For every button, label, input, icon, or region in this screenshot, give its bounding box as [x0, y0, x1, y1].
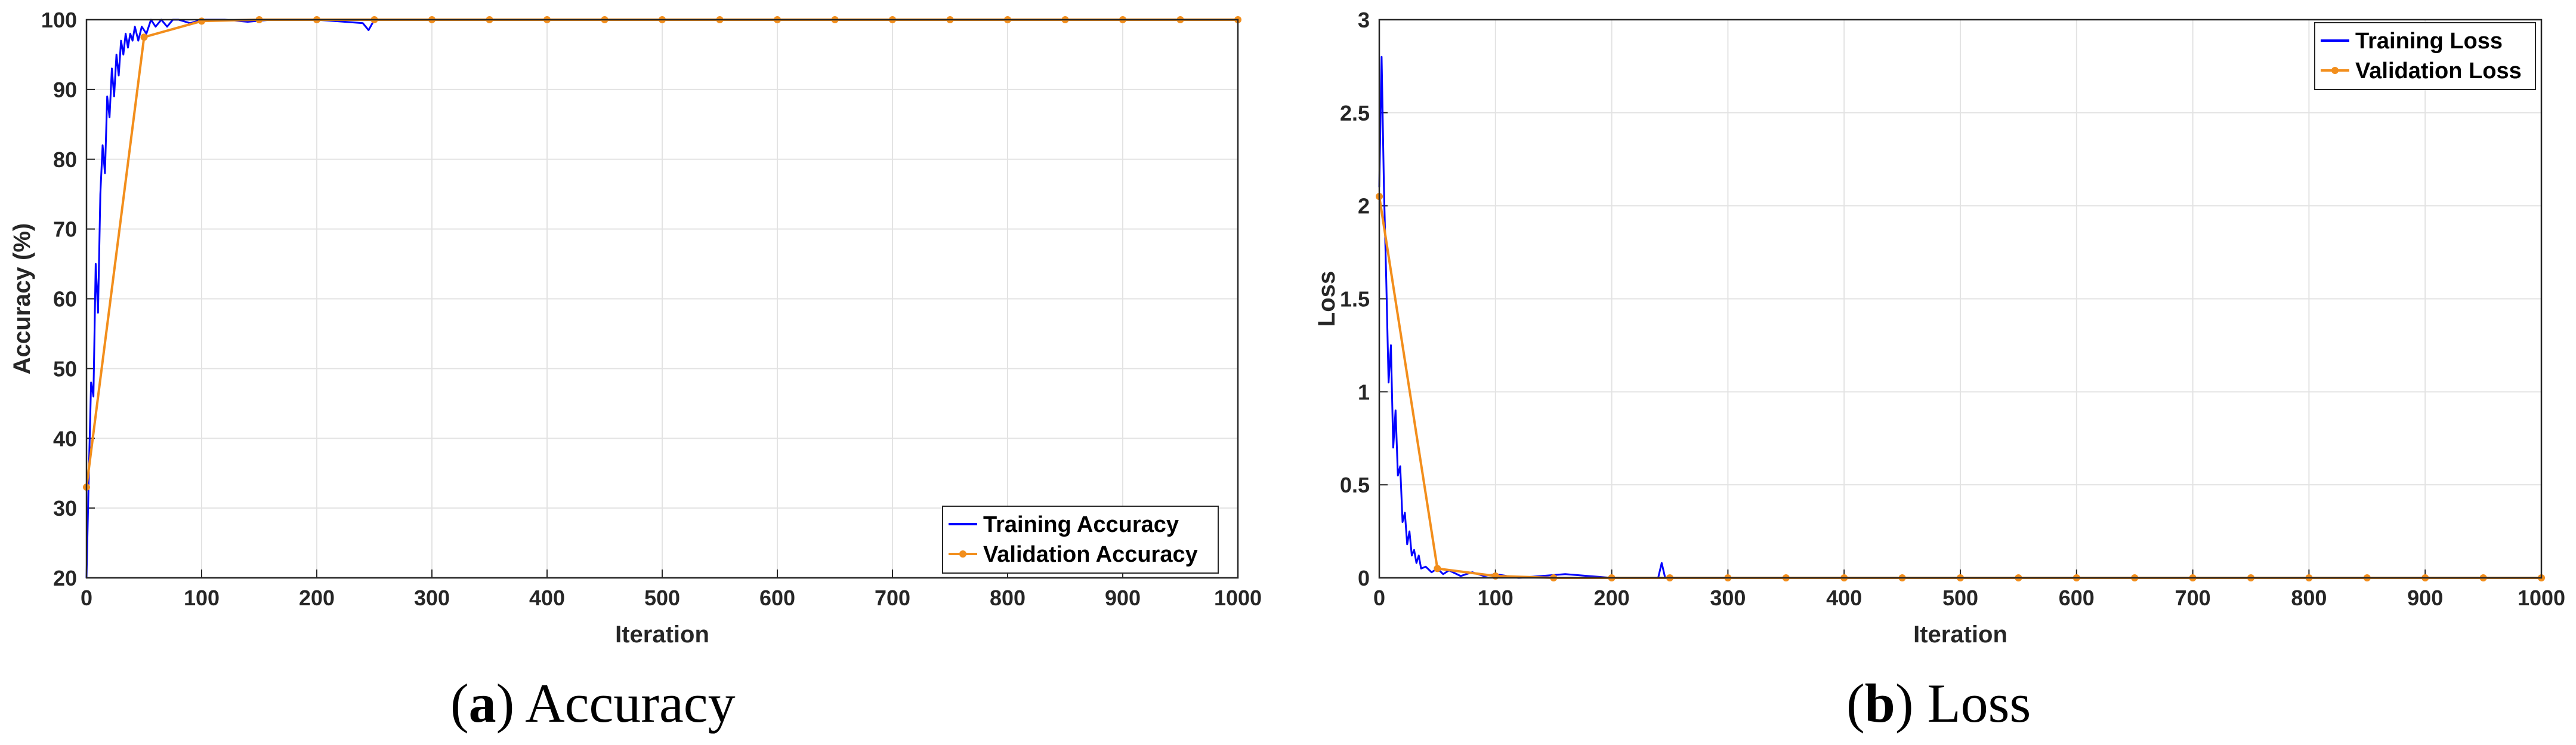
data-point-validation-loss [1434, 565, 1441, 572]
legend: Training Accuracy Validation Accuracy [942, 506, 1219, 574]
x-tick-label: 500 [644, 586, 680, 610]
x-tick-label: 400 [1826, 586, 1862, 610]
y-tick-label: 80 [53, 147, 77, 172]
x-tick-label: 400 [529, 586, 565, 610]
y-tick-label: 2.5 [1340, 101, 1370, 125]
x-tick-label: 700 [875, 586, 910, 610]
y-tick-label: 1.5 [1340, 287, 1370, 312]
axes-box [1378, 19, 2543, 579]
x-tick-label: 300 [1710, 586, 1746, 610]
y-tick-label: 50 [53, 356, 77, 381]
x-tick-label: 900 [2407, 586, 2443, 610]
x-tick-label: 200 [1594, 586, 1630, 610]
y-tick-label: 70 [53, 217, 77, 242]
x-tick-label: 800 [990, 586, 1026, 610]
y-axis-label: Loss [1314, 271, 1340, 327]
x-axis-label: Iteration [1913, 621, 2007, 648]
legend-marker-validation-loss [2331, 67, 2339, 74]
y-tick-label: 100 [41, 8, 77, 32]
x-tick-label: 0 [81, 586, 92, 610]
y-tick-label: 0 [1358, 566, 1370, 590]
y-tick-label: 60 [53, 287, 77, 312]
x-tick-label: 1000 [1214, 586, 1262, 610]
x-tick-label: 300 [414, 586, 450, 610]
caption-a-text: Accuracy [525, 673, 736, 734]
y-tick-label: 3 [1358, 8, 1370, 32]
x-tick-label: 700 [2175, 586, 2211, 610]
x-tick-label: 800 [2291, 586, 2327, 610]
legend: Training Loss Validation Loss [2314, 22, 2536, 90]
x-tick-label: 0 [1373, 586, 1385, 610]
data-point-validation-accuracy [140, 33, 148, 41]
x-axis-label: Iteration [615, 621, 709, 648]
y-tick-label: 1 [1358, 380, 1370, 404]
legend-box [942, 506, 1219, 574]
data-point-validation-accuracy [198, 17, 205, 25]
legend-label-validation-accuracy: Validation Accuracy [983, 542, 1198, 567]
caption-a: (a) Accuracy [450, 673, 736, 734]
x-tick-label: 100 [1478, 586, 1514, 610]
y-tick-label: 0.5 [1340, 473, 1370, 497]
caption-b-label: b [1864, 673, 1895, 734]
caption-b: (b) Loss [1846, 673, 2031, 734]
caption-a-label: a [468, 673, 496, 734]
x-tick-label: 100 [184, 586, 220, 610]
legend-label-validation-loss: Validation Loss [2355, 59, 2522, 84]
y-tick-label: 40 [53, 426, 77, 451]
chart-loss: 0 100 200 300 400 500 600 700 800 900 1000 0 0.5 1 1.5… [1314, 8, 2565, 648]
legend-label-training-loss: Training Loss [2355, 29, 2503, 54]
legend-label-training-accuracy: Training Accuracy [983, 512, 1179, 537]
x-tick-label: 500 [1942, 586, 1978, 610]
legend-box [2314, 22, 2536, 90]
x-tick-label: 1000 [2518, 586, 2565, 610]
caption-b-text: Loss [1927, 673, 2031, 734]
x-tick-label: 900 [1105, 586, 1141, 610]
y-tick-label: 90 [53, 78, 77, 102]
y-tick-label: 20 [53, 566, 77, 590]
x-tick-label: 600 [2059, 586, 2095, 610]
x-tick-label: 600 [759, 586, 795, 610]
x-tick-label: 200 [299, 586, 335, 610]
y-axis-label: Accuracy (%) [9, 223, 35, 374]
y-tick-label: 2 [1358, 194, 1370, 218]
legend-marker-validation-accuracy [959, 550, 966, 558]
chart-accuracy: 0 100 200 300 400 500 600 700 800 900 1000 20 30 40 50… [9, 8, 1262, 648]
axes-box [85, 19, 1239, 579]
y-tick-label: 30 [53, 496, 77, 521]
